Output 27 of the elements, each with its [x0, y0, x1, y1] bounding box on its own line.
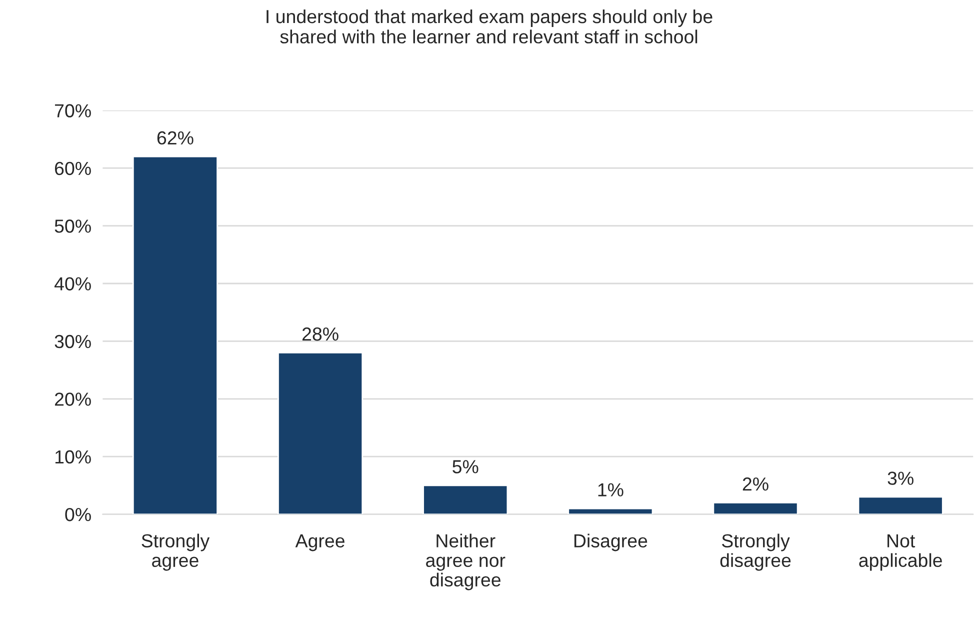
y-tick-label: 70% — [55, 104, 91, 118]
data-label: 3% — [888, 472, 914, 485]
x-tick-label: Strongly agree — [142, 534, 210, 571]
bar — [858, 496, 944, 514]
y-tick-label: 0% — [65, 508, 91, 522]
y-tick-label: 60% — [55, 162, 91, 176]
bar — [568, 508, 654, 514]
y-tick-label: 10% — [55, 450, 91, 464]
data-label: 1% — [598, 483, 624, 496]
bar — [422, 484, 508, 514]
x-tick-label: Neither agree nor disagree — [426, 534, 506, 590]
y-tick-label: 20% — [54, 392, 91, 406]
x-tick-label: Disagree — [574, 534, 648, 552]
x-tick-label: Strongly disagree — [720, 534, 791, 571]
bar — [278, 352, 364, 514]
data-label: 28% — [302, 327, 338, 341]
y-tick-label: 50% — [54, 220, 91, 233]
bar — [712, 502, 798, 514]
y-tick-label: 40% — [54, 277, 91, 290]
data-label: 5% — [452, 460, 478, 474]
y-tick-label: 30% — [54, 334, 91, 348]
bar — [132, 156, 218, 514]
data-label: 2% — [742, 477, 768, 491]
data-label: 62% — [157, 131, 194, 145]
x-tick-label: Agree — [295, 534, 344, 552]
chart-title: I understood that marked exam papers should only be shared with the learner and relevant staff in school — [266, 9, 712, 44]
x-tick-label: Not applicable — [859, 534, 942, 571]
